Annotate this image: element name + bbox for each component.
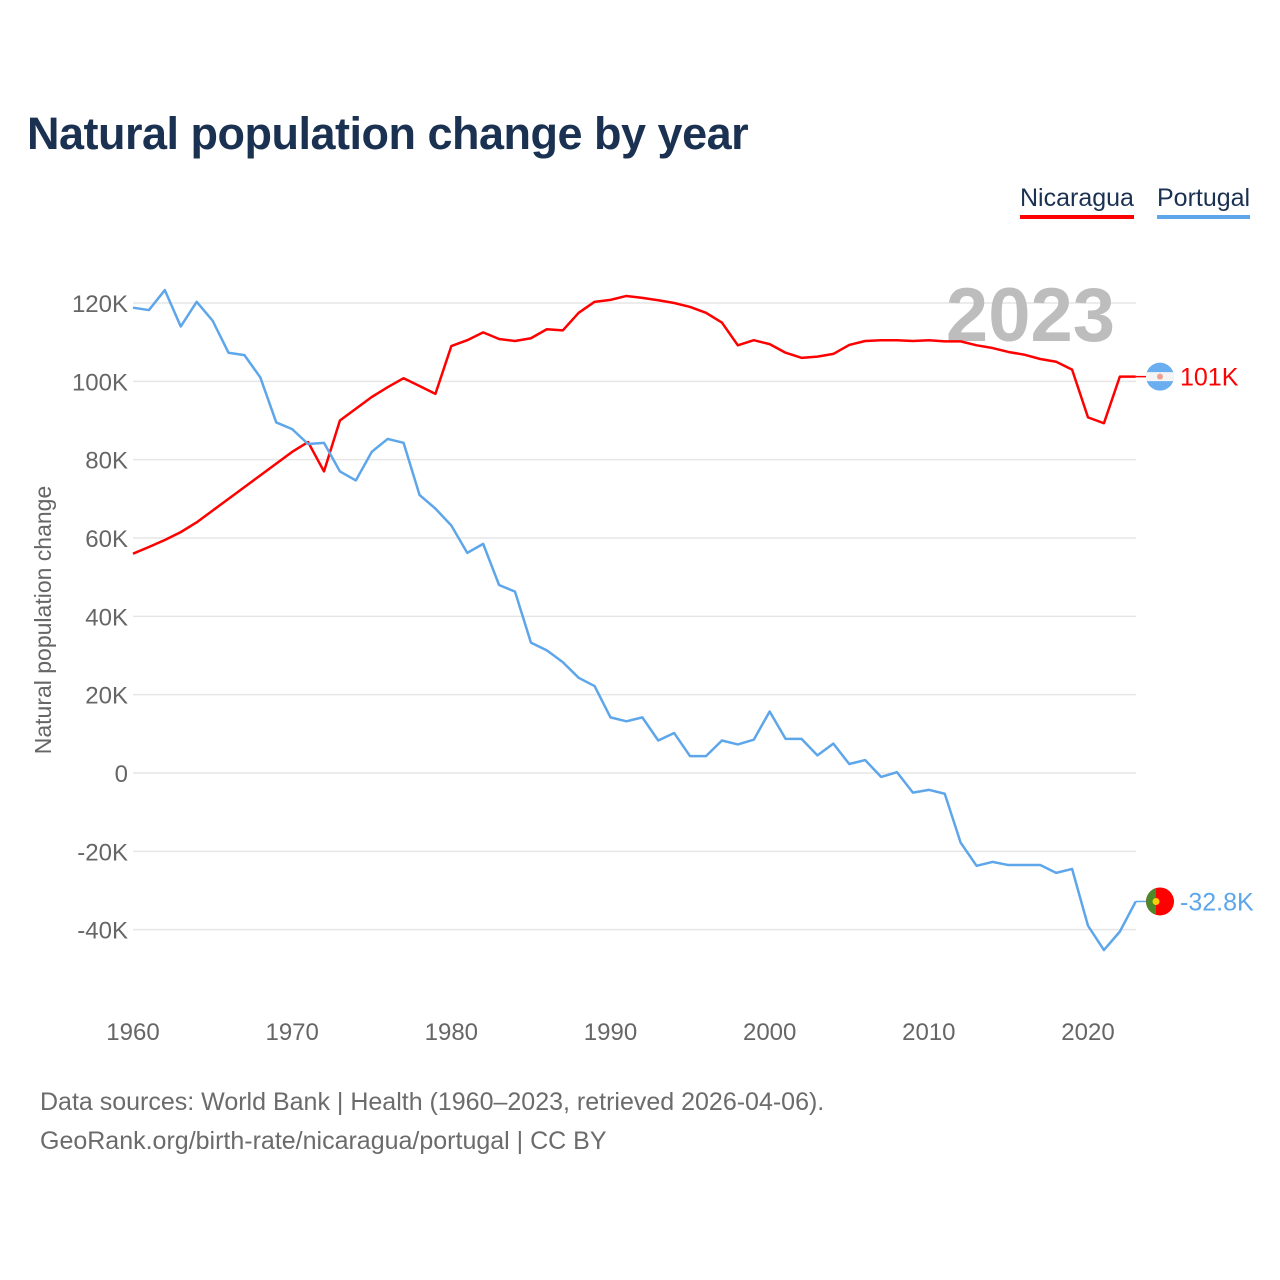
x-tick-label: 2000 bbox=[743, 1019, 796, 1046]
y-tick-label: 80K bbox=[85, 448, 128, 475]
x-tick-label: 1980 bbox=[425, 1019, 478, 1046]
legend-nicaragua[interactable]: Nicaragua bbox=[1020, 184, 1134, 219]
x-tick-label: 2020 bbox=[1061, 1019, 1114, 1046]
x-tick-label: 1990 bbox=[584, 1019, 637, 1046]
y-tick-label: 120K bbox=[72, 291, 128, 318]
end-value-label: -32.8K bbox=[1180, 888, 1254, 916]
series-line-portugal bbox=[132, 288, 1137, 952]
nicaragua-flag-icon bbox=[1146, 362, 1174, 391]
portugal-flag-icon bbox=[1146, 887, 1174, 916]
series-line-nicaragua bbox=[132, 294, 1136, 555]
flag-emblem bbox=[1152, 897, 1160, 905]
chart-title: Natural population change by year bbox=[27, 108, 749, 159]
flag-green bbox=[1146, 888, 1156, 915]
y-axis-label: Natural population change bbox=[30, 486, 56, 755]
y-tick-label: -20K bbox=[77, 839, 128, 866]
x-tick-label: 1960 bbox=[106, 1019, 159, 1046]
y-tick-label: 0 bbox=[115, 761, 128, 788]
y-tick-label: 100K bbox=[72, 369, 128, 396]
flag-emblem bbox=[1157, 373, 1163, 380]
end-value-label: 101K bbox=[1180, 364, 1239, 392]
y-tick-label: 20K bbox=[85, 683, 128, 710]
x-tick-label: 1970 bbox=[265, 1019, 318, 1046]
footer-link[interactable]: GeoRank.org/birth-rate/nicaragua/portuga… bbox=[40, 1127, 607, 1155]
legend-portugal[interactable]: Portugal bbox=[1157, 184, 1251, 219]
x-tick-label: 2010 bbox=[902, 1019, 955, 1046]
y-tick-label: -40K bbox=[77, 918, 128, 945]
footer-sources: Data sources: World Bank | Health (1960–… bbox=[40, 1088, 825, 1116]
y-tick-label: 40K bbox=[85, 604, 128, 631]
y-tick-label: 60K bbox=[85, 526, 128, 553]
